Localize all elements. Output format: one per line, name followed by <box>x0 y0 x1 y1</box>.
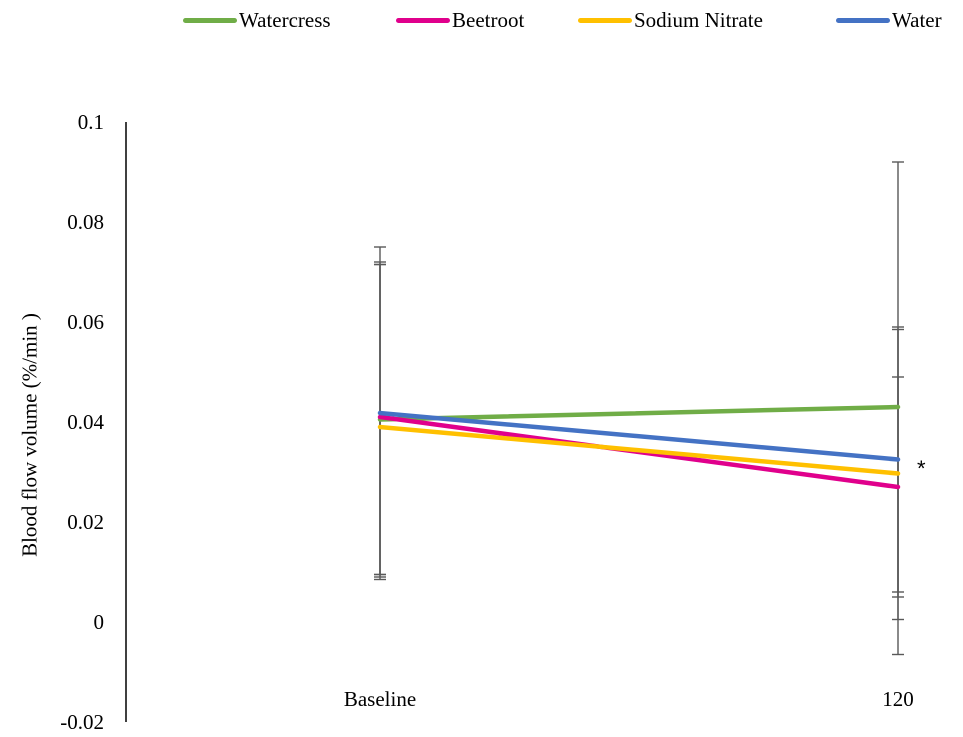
series-line-water <box>377 410 901 462</box>
legend-label: Sodium Nitrate <box>634 8 763 32</box>
legend-label: Beetroot <box>452 8 525 32</box>
y-tick-label: 0 <box>94 610 105 634</box>
y-tick-label: 0.1 <box>78 110 104 134</box>
x-tick-label: 120 <box>882 687 914 711</box>
legend-swatch <box>396 18 450 23</box>
y-tick-label: 0.08 <box>67 210 104 234</box>
legend-item: Beetroot <box>396 8 524 33</box>
y-tick-label: 0.02 <box>67 510 104 534</box>
series-lines <box>377 404 901 490</box>
legend-item: Water <box>836 8 942 33</box>
legend-swatch <box>183 18 237 23</box>
tick-labels: 0.1 0.08 0.06 0.04 0.02 0 -0.02 Baseline 120 * <box>60 110 926 734</box>
legend-label: Water <box>892 8 942 32</box>
y-tick-label: 0.06 <box>67 310 104 334</box>
legend-swatch <box>836 18 890 23</box>
series-line-sodium-nitrate <box>377 424 901 476</box>
legend-item: Watercress <box>183 8 331 33</box>
legend: Watercress Beetroot Sodium Nitrate Water <box>0 8 963 40</box>
x-tick-label: Baseline <box>344 687 416 711</box>
y-tick-label: -0.02 <box>60 710 104 734</box>
series-line-watercress <box>377 404 901 422</box>
legend-label: Watercress <box>239 8 331 32</box>
y-tick-label: 0.04 <box>67 410 104 434</box>
significance-annotation: * <box>917 456 926 481</box>
legend-swatch <box>578 18 632 23</box>
legend-item: Sodium Nitrate <box>578 8 763 33</box>
y-axis-label: Blood flow volume (%/min ) <box>17 313 42 557</box>
